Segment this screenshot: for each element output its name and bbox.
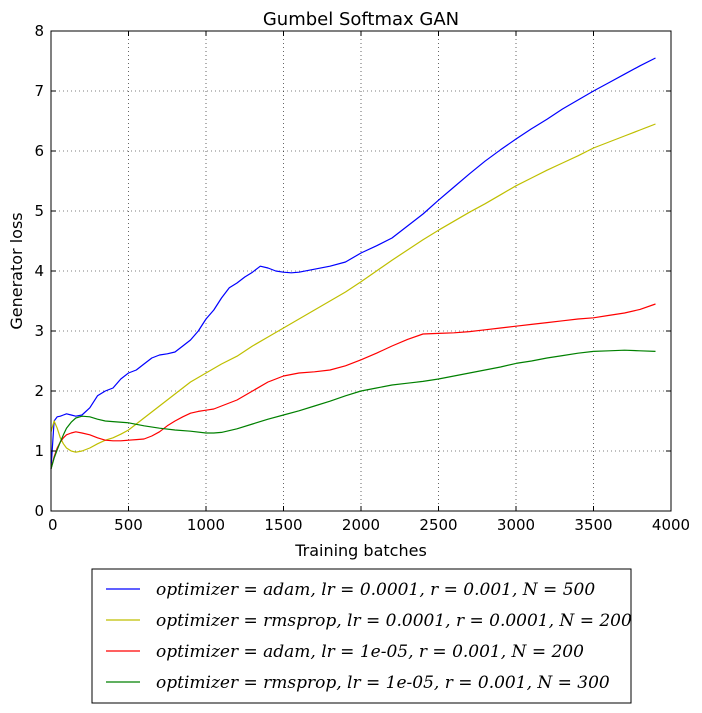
y-tick-label: 7 xyxy=(34,82,44,100)
y-tick-label: 3 xyxy=(34,322,44,340)
series-line-2 xyxy=(50,123,656,453)
x-axis-label: Training batches xyxy=(294,541,427,560)
y-tick-label: 1 xyxy=(34,442,44,460)
y-tick-label: 0 xyxy=(34,502,44,520)
legend-label-4: optimizer = rmsprop, lr = 1e-05, r = 0.0… xyxy=(156,673,610,693)
x-tick-labels: 0 500 1000 1500 2000 2500 3000 3500 4000 xyxy=(48,516,690,534)
series-line-1 xyxy=(50,57,656,470)
tick-marks xyxy=(50,30,672,512)
legend-label-3: optimizer = adam, lr = 1e-05, r = 0.001,… xyxy=(156,642,584,662)
legend-box xyxy=(91,568,632,704)
y-tick-labels: 0 1 2 3 4 5 6 7 8 xyxy=(34,22,44,520)
y-tick-label: 6 xyxy=(34,142,44,160)
legend-label-1: optimizer = adam, lr = 0.0001, r = 0.001… xyxy=(156,580,595,600)
x-tick-label: 3000 xyxy=(497,516,535,534)
legend-label-2: optimizer = rmsprop, lr = 0.0001, r = 0.… xyxy=(156,611,632,631)
x-tick-label: 1500 xyxy=(264,516,302,534)
y-tick-label: 5 xyxy=(34,202,44,220)
x-tick-label: 4000 xyxy=(652,516,690,534)
x-tick-label: 1000 xyxy=(187,516,225,534)
series-lines xyxy=(50,57,656,470)
y-tick-label: 4 xyxy=(34,262,44,280)
x-tick-label: 2000 xyxy=(342,516,380,534)
y-tick-label: 8 xyxy=(34,22,44,40)
y-axis-label: Generator loss xyxy=(7,212,26,329)
x-tick-label: 0 xyxy=(48,516,58,534)
series-line-3 xyxy=(50,303,656,470)
series-line-4 xyxy=(50,349,656,470)
legend: optimizer = adam, lr = 0.0001, r = 0.001… xyxy=(91,568,632,704)
x-tick-label: 500 xyxy=(114,516,143,534)
legend-entries: optimizer = adam, lr = 0.0001, r = 0.001… xyxy=(106,580,632,693)
y-tick-label: 2 xyxy=(34,382,44,400)
x-tick-label: 2500 xyxy=(419,516,457,534)
x-tick-label: 3500 xyxy=(574,516,612,534)
chart-title: Gumbel Softmax GAN xyxy=(263,9,459,30)
